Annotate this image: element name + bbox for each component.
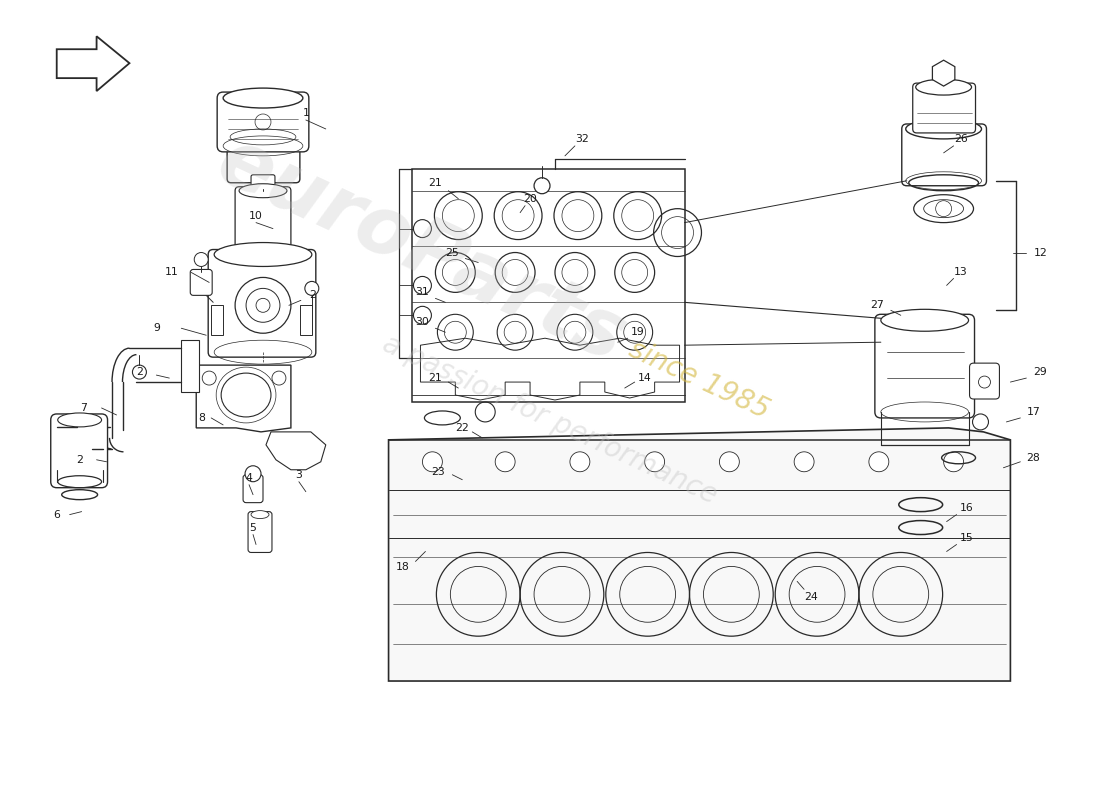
Circle shape <box>414 306 431 324</box>
Ellipse shape <box>57 413 101 427</box>
FancyBboxPatch shape <box>235 186 290 257</box>
Text: 13: 13 <box>954 267 967 278</box>
Text: 21: 21 <box>429 373 442 383</box>
Text: 22: 22 <box>455 423 470 433</box>
Circle shape <box>132 365 146 379</box>
Text: 21: 21 <box>429 178 442 188</box>
Text: 1: 1 <box>302 108 309 118</box>
Ellipse shape <box>223 88 302 108</box>
Text: 9: 9 <box>153 323 159 334</box>
Circle shape <box>272 371 286 385</box>
Ellipse shape <box>881 310 968 331</box>
Text: 14: 14 <box>638 373 651 383</box>
Text: 2: 2 <box>309 290 317 300</box>
Circle shape <box>195 253 208 266</box>
Bar <box>182 340 199 392</box>
Text: 27: 27 <box>870 300 883 310</box>
Text: 2: 2 <box>76 454 84 465</box>
FancyBboxPatch shape <box>249 512 272 553</box>
Circle shape <box>972 414 989 430</box>
FancyBboxPatch shape <box>902 124 987 186</box>
Circle shape <box>414 277 431 294</box>
Circle shape <box>422 452 442 472</box>
Text: 18: 18 <box>396 562 409 573</box>
Text: since 1985: since 1985 <box>625 335 774 425</box>
Ellipse shape <box>915 79 971 95</box>
Text: 20: 20 <box>524 194 537 204</box>
Text: a passion for performance: a passion for performance <box>378 330 722 510</box>
Text: 4: 4 <box>245 473 253 482</box>
Text: 5: 5 <box>250 522 256 533</box>
Polygon shape <box>388 428 1011 681</box>
Text: 25: 25 <box>446 247 459 258</box>
Circle shape <box>495 452 515 472</box>
Text: 8: 8 <box>198 413 205 423</box>
Text: 24: 24 <box>804 592 818 602</box>
Text: 31: 31 <box>416 287 429 298</box>
Ellipse shape <box>214 242 311 266</box>
Circle shape <box>422 531 442 551</box>
Text: 15: 15 <box>959 533 974 542</box>
Text: 30: 30 <box>416 318 429 327</box>
FancyBboxPatch shape <box>51 414 108 488</box>
Circle shape <box>979 376 990 388</box>
Text: 19: 19 <box>630 327 645 338</box>
FancyBboxPatch shape <box>190 270 212 295</box>
Ellipse shape <box>905 119 981 139</box>
Circle shape <box>944 452 964 472</box>
Text: 12: 12 <box>1033 247 1047 258</box>
FancyBboxPatch shape <box>874 314 975 418</box>
Circle shape <box>570 452 590 472</box>
Circle shape <box>794 452 814 472</box>
FancyBboxPatch shape <box>251 174 275 193</box>
Circle shape <box>645 452 664 472</box>
Polygon shape <box>933 60 955 86</box>
Text: 23: 23 <box>431 466 446 477</box>
Text: 32: 32 <box>575 134 589 144</box>
Ellipse shape <box>251 510 270 518</box>
Circle shape <box>256 298 270 312</box>
Polygon shape <box>57 36 130 91</box>
FancyBboxPatch shape <box>243 474 263 502</box>
Ellipse shape <box>914 194 974 222</box>
Text: 29: 29 <box>1033 367 1047 377</box>
Bar <box>412 169 684 402</box>
Bar <box>211 306 223 335</box>
Text: 11: 11 <box>164 267 178 278</box>
Text: 7: 7 <box>80 403 87 413</box>
FancyBboxPatch shape <box>217 92 309 152</box>
Text: euroParts: euroParts <box>204 122 637 379</box>
Text: 16: 16 <box>959 502 974 513</box>
Circle shape <box>535 178 550 194</box>
Circle shape <box>414 220 431 238</box>
Circle shape <box>305 282 319 295</box>
Bar <box>300 306 311 335</box>
Circle shape <box>869 452 889 472</box>
Text: 17: 17 <box>1026 407 1041 417</box>
Polygon shape <box>196 365 290 432</box>
Text: 26: 26 <box>954 134 967 144</box>
FancyBboxPatch shape <box>913 83 976 133</box>
FancyBboxPatch shape <box>227 133 300 182</box>
FancyBboxPatch shape <box>969 363 1000 399</box>
Text: 2: 2 <box>136 367 143 377</box>
FancyBboxPatch shape <box>208 250 316 357</box>
Circle shape <box>202 371 217 385</box>
Text: 6: 6 <box>53 510 60 520</box>
Circle shape <box>245 466 261 482</box>
Text: 10: 10 <box>249 210 263 221</box>
Text: 3: 3 <box>296 470 303 480</box>
Text: 28: 28 <box>1026 453 1041 462</box>
Ellipse shape <box>239 184 287 198</box>
Circle shape <box>719 452 739 472</box>
